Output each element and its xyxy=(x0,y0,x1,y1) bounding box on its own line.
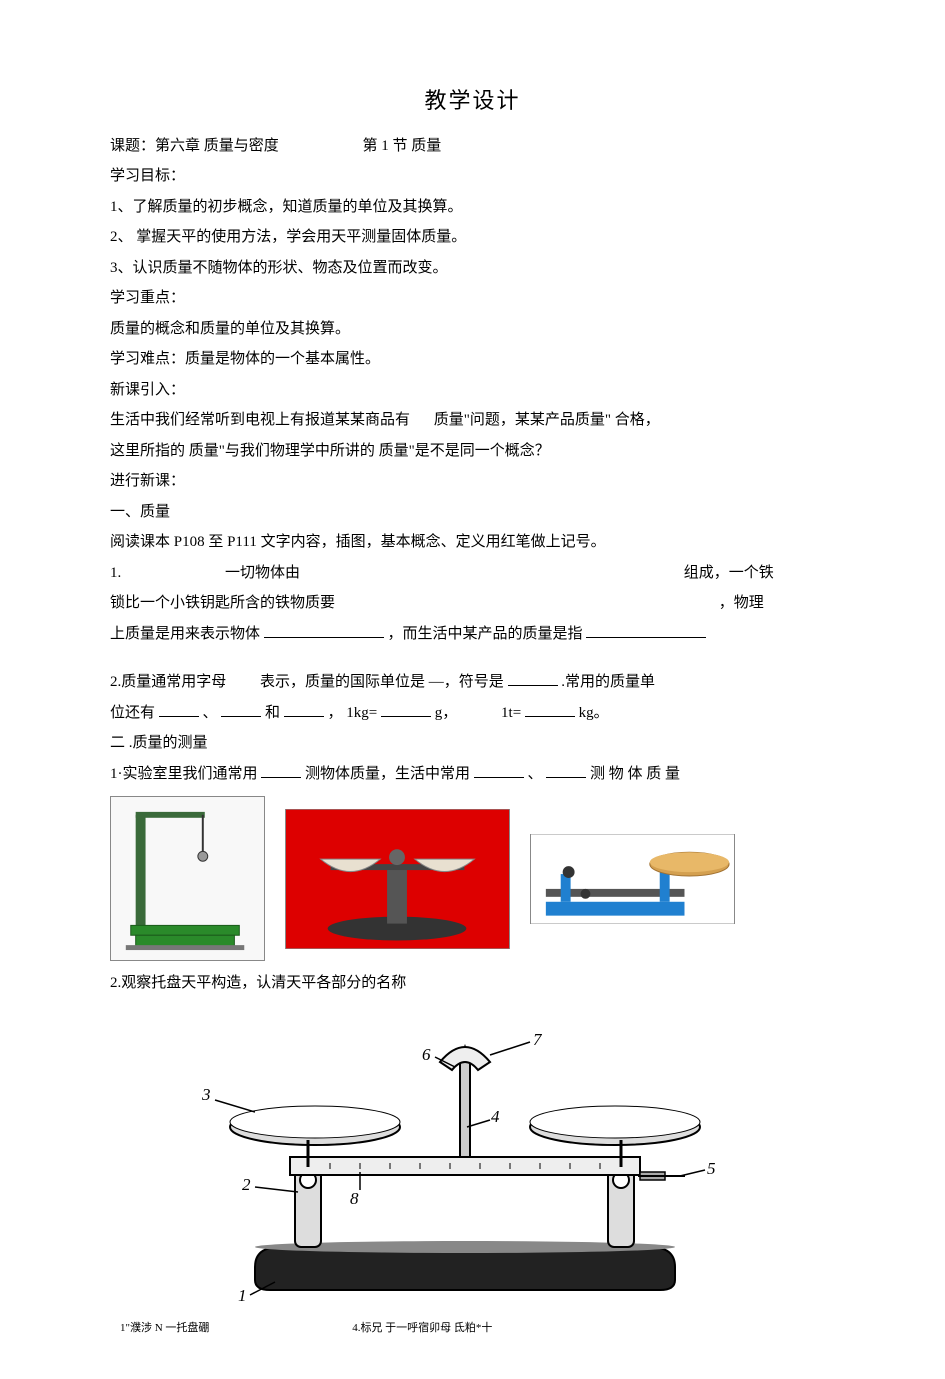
balance-blue-icon xyxy=(531,834,734,924)
q2-a: 2.质量通常用字母 xyxy=(110,674,226,690)
blank-field xyxy=(546,760,586,778)
balance-scale-red-image xyxy=(285,809,510,949)
q1-f: ，而生活中某产品的质量是指 xyxy=(388,626,587,642)
q2-d7: kg。 xyxy=(579,705,609,721)
proceed-header: 进行新课： xyxy=(110,467,835,496)
diagram-label-8: 8 xyxy=(350,1189,359,1208)
focus-header: 学习重点： xyxy=(110,284,835,313)
blank-field xyxy=(264,620,384,638)
intro-line-1b: 质量"问题，某某产品质量" 合格， xyxy=(434,412,660,428)
diagram-label-3: 3 xyxy=(201,1085,211,1104)
difficulty-text: 学习难点：质量是物体的一个基本属性。 xyxy=(110,345,835,374)
section-2-header: 二 .质量的测量 xyxy=(110,729,835,758)
q2-d: 位还有 xyxy=(110,705,155,721)
page-title: 教学设计 xyxy=(110,80,835,122)
diagram-label-5: 5 xyxy=(707,1159,716,1178)
q1-d: ，物理 xyxy=(719,595,764,611)
q2-1-b: 测物体质量，生活中常用 xyxy=(305,766,474,782)
topic-prefix: 课题：第六章 质量与密度 xyxy=(110,138,279,154)
q1-num: 1. xyxy=(110,565,121,581)
objective-1: 1、了解质量的初步概念，知道质量的单位及其换算。 xyxy=(110,193,835,222)
q1-e: 上质量是用来表示物体 xyxy=(110,626,264,642)
blank-field xyxy=(508,668,558,686)
diagram-label-1: 1 xyxy=(238,1286,247,1302)
question-1-line-1: 1. 一切物体由 组成，一个铁 xyxy=(110,559,835,588)
intro-line-1: 生活中我们经常听到电视上有报道某某商品有 质量"问题，某某产品质量" 合格， xyxy=(110,406,835,435)
q1-a: 一切物体由 xyxy=(225,565,300,581)
focus-text: 质量的概念和质量的单位及其换算。 xyxy=(110,315,835,344)
q2-1-a: 1·实验室里我们通常用 xyxy=(110,766,261,782)
question-1-line-3: 上质量是用来表示物体 ，而生活中某产品的质量是指 xyxy=(110,620,835,649)
blank-field xyxy=(381,699,431,717)
q2-d6: 1t= xyxy=(501,705,525,721)
diagram-label-2: 2 xyxy=(242,1175,251,1194)
q1-b: 组成，一个铁 xyxy=(684,565,774,581)
diagram-label-4: 4 xyxy=(491,1107,500,1126)
q2-b: 表示，质量的国际单位是 —，符号是 xyxy=(260,674,504,690)
diagram-label-6: 6 xyxy=(422,1045,431,1064)
objectives-header: 学习目标： xyxy=(110,162,835,191)
footnote-row: 1"濮涉 N 一托盘硼 4.标兄 于一呼宿卯母 氐粕*十 xyxy=(110,1318,835,1339)
diagram-label-7: 7 xyxy=(533,1030,543,1049)
section-1-header: 一、质量 xyxy=(110,498,835,527)
scale-images-row xyxy=(110,796,835,961)
blank-field xyxy=(159,699,199,717)
blank-field xyxy=(261,760,301,778)
topic-section: 第 1 节 质量 xyxy=(363,138,442,154)
question-2-line-1: 2.质量通常用字母 表示，质量的国际单位是 —，符号是 .常用的质量单 xyxy=(110,668,835,697)
footnote-right: 4.标兄 于一呼宿卯母 氐粕*十 xyxy=(352,1318,492,1339)
q2-d3: 和 xyxy=(265,705,280,721)
blank-field xyxy=(586,620,706,638)
intro-header: 新课引入： xyxy=(110,376,835,405)
q1-c: 锁比一个小铁钥匙所含的铁物质要 xyxy=(110,595,335,611)
platform-scale-image xyxy=(110,796,265,961)
question-2-2: 2.观察托盘天平构造，认清天平各部分的名称 xyxy=(110,969,835,998)
reading-instruction: 阅读课本 P108 至 P111 文字内容，插图，基本概念、定义用红笔做上记号。 xyxy=(110,528,835,557)
balance-diagram: 7 6 4 3 2 8 5 1 xyxy=(200,1012,730,1302)
q2-d2: 、 xyxy=(203,705,218,721)
intro-line-2: 这里所指的 质量"与我们物理学中所讲的 质量"是不是同一个概念？ xyxy=(110,437,835,466)
question-2-1: 1·实验室里我们通常用 测物体质量，生活中常用 、 测 物 体 质 量 xyxy=(110,760,835,789)
question-1-line-2: 锁比一个小铁钥匙所含的铁物质要 ，物理 xyxy=(110,589,835,618)
intro-line-1a: 生活中我们经常听到电视上有报道某某商品有 xyxy=(110,412,410,428)
footnote-left: 1"濮涉 N 一托盘硼 xyxy=(120,1318,209,1339)
blank-field xyxy=(525,699,575,717)
blank-field xyxy=(221,699,261,717)
blank-field xyxy=(284,699,324,717)
platform-scale-icon xyxy=(111,796,264,961)
balance-red-icon xyxy=(286,809,509,949)
question-2-line-2: 位还有 、 和 ， 1kg= g， 1t= kg。 xyxy=(110,699,835,728)
q2-1-d: 测 物 体 质 量 xyxy=(590,766,680,782)
q2-1-c: 、 xyxy=(528,766,547,782)
objective-2: 2、 掌握天平的使用方法，学会用天平测量固体质量。 xyxy=(110,223,835,252)
objective-3: 3、认识质量不随物体的形状、物态及位置而改变。 xyxy=(110,254,835,283)
topic-line: 课题：第六章 质量与密度 第 1 节 质量 xyxy=(110,132,835,161)
balance-scale-blue-image xyxy=(530,834,735,924)
q2-d4: ， 1kg= xyxy=(328,705,378,721)
blank-field xyxy=(474,760,524,778)
q2-c: .常用的质量单 xyxy=(561,674,655,690)
q2-d5: g， xyxy=(435,705,458,721)
